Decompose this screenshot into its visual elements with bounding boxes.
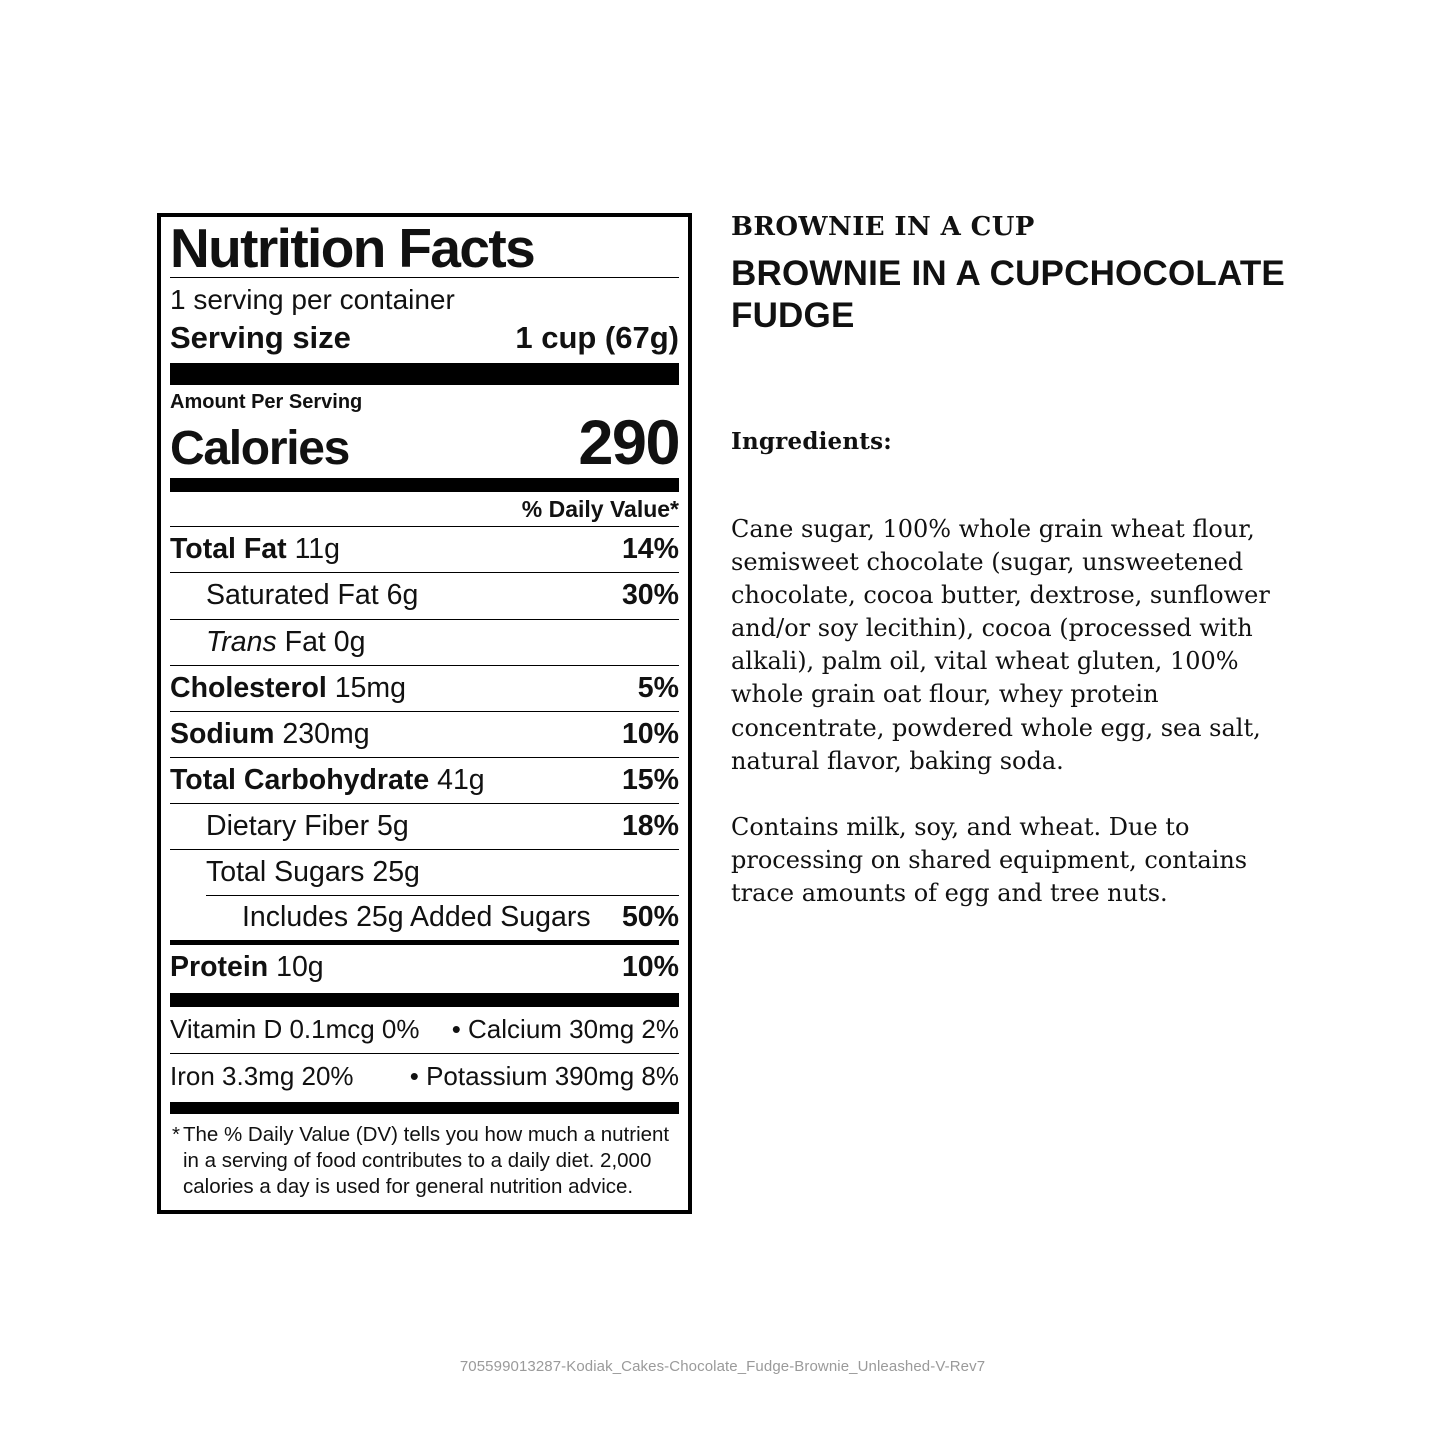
amount-per-serving-label: Amount Per Serving (170, 390, 363, 413)
nutrient-dv: 10% (621, 717, 679, 750)
nutrient-name: Total Sugars (206, 855, 365, 888)
nutrient-label: Total Sugars 25g (206, 854, 420, 891)
serving-size-label: Serving size (170, 320, 351, 356)
footer-filename: 705599013287-Kodiak_Cakes-Chocolate_Fudg… (459, 1358, 986, 1375)
nutrient-row: Total Carbohydrate 41g 15% (170, 756, 679, 803)
nutrient-amount: 41g (437, 763, 485, 796)
footnote-asterisk: * (172, 1123, 180, 1147)
serving-size-value: 1 cup (67g) (515, 320, 679, 356)
nutrient-name: Total Fat (170, 533, 287, 566)
nutrient-dv: 30% (621, 579, 679, 612)
brand-line: BROWNIE IN A CUP (731, 212, 1035, 242)
calories-value: 290 (578, 407, 680, 478)
servings-per-container: 1 serving per container (170, 284, 455, 316)
nutrient-label: Saturated Fat 6g (206, 577, 418, 614)
micronutrient-row: Iron 3.3mg 20% • Potassium 390mg 8% (170, 1052, 679, 1100)
protein-name: Protein (170, 950, 269, 983)
nutrient-row: Total Sugars 25g (170, 848, 679, 895)
nutrition-facts-panel: Nutrition Facts 1 serving per container … (157, 213, 692, 1214)
nutrient-amount: 5g (377, 809, 409, 842)
nutrient-label: Total Fat 11g (170, 531, 340, 568)
nutrient-name: Cholesterol (170, 671, 327, 704)
protein-dv: 10% (621, 950, 679, 983)
nutrient-label: Dietary Fiber 5g (206, 808, 409, 845)
nutrient-amount: 11g (294, 533, 340, 566)
nutrient-name: Total Carbohydrate (170, 763, 430, 796)
nutrient-row: Includes 25g Added Sugars 50% (170, 894, 679, 940)
micronutrient-left: Iron 3.3mg 20% (170, 1060, 354, 1091)
nutrient-amount: 230mg (282, 717, 370, 750)
serving-size-thick-divider (170, 362, 679, 385)
protein-row: Protein 10g 10% (170, 939, 679, 990)
page-footer: 705599013287-Kodiak_Cakes-Chocolate_Fudg… (0, 1358, 1445, 1375)
nutrient-dv: 14% (621, 533, 679, 566)
nutrition-facts-title: Nutrition Facts (170, 217, 536, 279)
nutrient-dv: 18% (621, 809, 679, 842)
protein-amount: 10g (276, 950, 324, 983)
nutrient-label: Trans Fat 0g (206, 624, 365, 661)
nutrient-row: Saturated Fat 6g 30% (170, 572, 679, 618)
micronutrient-right: • Potassium 390mg 8% (409, 1060, 679, 1091)
protein-label: Protein 10g (170, 949, 324, 986)
nutrient-dv: 5% (637, 671, 679, 704)
nutrient-dv: 50% (621, 900, 679, 933)
nutrient-row: Dietary Fiber 5g 18% (170, 802, 679, 849)
calories-label: Calories (170, 422, 350, 476)
micronutrient-left: Vitamin D 0.1mcg 0% (170, 1013, 420, 1044)
nutrient-row: Sodium 230mg 10% (170, 710, 679, 757)
micronutrient-row: Vitamin D 0.1mcg 0% • Calcium 30mg 2% (170, 1007, 679, 1053)
nutrient-label: Includes 25g Added Sugars (242, 899, 591, 936)
nutrient-name: Saturated Fat (206, 579, 379, 612)
nutrient-row: Total Fat 11g 14% (170, 526, 679, 572)
nutrient-row: Trans Fat 0g (170, 618, 679, 665)
product-title: BROWNIE IN A CUPCHOCOLATE FUDGE (731, 253, 1285, 336)
nutrient-label: Cholesterol 15mg (170, 670, 406, 707)
nutrient-name: Sodium (170, 717, 275, 750)
nutrient-name: Trans (206, 625, 277, 658)
nutrient-amount: 25g (372, 855, 420, 888)
product-info-column: BROWNIE IN A CUP BROWNIE IN A CUPCHOCOLA… (731, 211, 1301, 910)
calories-row: Calories 290 (170, 407, 680, 478)
nutrient-name: Dietary Fiber (206, 809, 370, 842)
title-divider (170, 277, 679, 279)
nutrient-label: Total Carbohydrate 41g (170, 762, 485, 799)
nutrient-label: Sodium 230mg (170, 716, 370, 753)
footnote-text: The % Daily Value (DV) tells you how muc… (182, 1123, 670, 1199)
serving-size-row: Serving size 1 cup (67g) (170, 318, 679, 361)
nutrient-amount: Fat 0g (284, 625, 366, 658)
daily-value-footnote: * The % Daily Value (DV) tells you how m… (170, 1120, 679, 1201)
nutrient-row: Cholesterol 15mg 5% (170, 664, 679, 711)
daily-value-header: % Daily Value* (521, 496, 679, 523)
ingredients-text: Cane sugar, 100% whole grain wheat flour… (731, 514, 1270, 775)
nutrient-rows: Total Fat 11g 14% Saturated Fat 6g 30% Trans… (170, 526, 679, 939)
nutrient-amount: 6g (386, 579, 419, 612)
calories-thick-divider (170, 478, 679, 493)
micronutrient-thick-divider (170, 1102, 679, 1115)
nutrient-dv: 15% (621, 763, 679, 796)
ingredients-heading: Ingredients: (731, 427, 892, 455)
protein-thick-divider (170, 992, 679, 1007)
nutrient-name: Includes 25g Added Sugars (242, 900, 591, 933)
micronutrient-rows: Vitamin D 0.1mcg 0% • Calcium 30mg 2% Iron… (170, 1007, 679, 1100)
micronutrient-right: • Calcium 30mg 2% (451, 1013, 679, 1044)
allergen-statement: Contains milk, soy, and wheat. Due to pr… (731, 812, 1248, 907)
nutrient-amount: 15mg (334, 671, 406, 704)
